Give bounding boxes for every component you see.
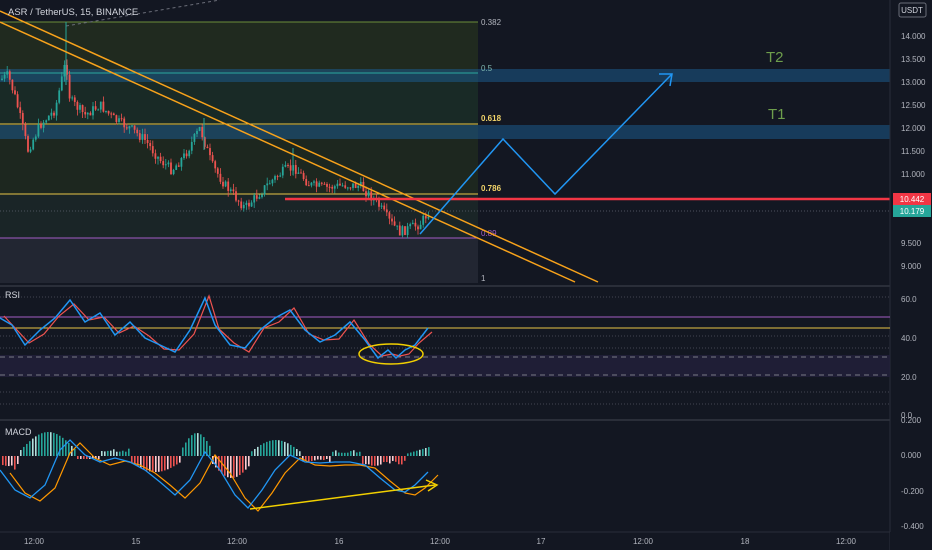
time-label-4: 12:00 [430,537,451,546]
projection-path [419,73,673,235]
fib-trend-line [65,0,221,27]
rsi-tick-20: 20.0 [901,373,917,382]
time-label-1: 15 [132,537,141,546]
macd-tick-02: 0.200 [901,416,922,425]
time-label-2: 12:00 [227,537,248,546]
fib-label-089: 0.89 [481,229,497,238]
macd-line [0,439,429,509]
macd-title: MACD [5,427,32,437]
resistance-price-label: 10.442 [900,195,925,204]
fibonacci-lines [0,21,478,239]
rsi-signal-line [3,294,433,357]
rsi-tick-0: 0.0 [901,411,913,420]
current-price-badge [893,205,931,217]
rsi-tick-60: 60.0 [901,295,917,304]
price-tick-label: 9.500 [901,239,922,248]
price-tick-label: 12.500 [901,101,926,110]
rsi-double-bottom-ellipse [358,343,424,365]
candlesticks [1,22,430,239]
time-label-8: 12:00 [836,537,857,546]
time-label-0: 12:00 [24,537,45,546]
time-label-3: 16 [335,537,344,546]
rsi-line [0,296,429,360]
time-label-6: 12:00 [633,537,654,546]
divergence-arrow-line [249,484,436,510]
price-tick-label: 12.000 [901,124,926,133]
projection-arrowhead [659,73,673,87]
rsi-pane: RSI 60.0 40.0 20.0 0.0 [0,290,917,420]
price-tick-label: 11.000 [901,170,925,179]
fibonacci-labels: 0.382 0.5 0.618 0.786 0.89 1 [481,18,502,283]
fib-label-0382: 0.382 [481,18,502,27]
price-tick-label: 13.000 [901,78,926,87]
price-tick-label: 13.500 [901,55,926,64]
price-tick-label: 14.000 [901,32,926,41]
fib-label-0786: 0.786 [481,184,502,193]
currency-label: USDT [901,6,923,15]
macd-tick-neg04: -0.400 [901,522,924,531]
macd-signal-line [9,442,439,512]
target-t2-label: T2 [766,49,784,66]
time-axis[interactable]: 12:00 15 12:00 16 12:00 17 12:00 18 12:0… [0,531,890,546]
time-label-5: 17 [537,537,546,546]
macd-tick-0: 0.000 [901,451,922,460]
fib-label-1: 1 [481,274,486,283]
fib-label-05: 0.5 [481,64,493,73]
target-t1-label: T1 [768,106,786,123]
axis-corner[interactable] [890,532,932,550]
currency-badge[interactable] [898,2,927,18]
fibonacci-zones [0,22,478,283]
price-axis[interactable]: USDT 14.000 13.500 13.000 12.500 12.000 11.50… [889,0,931,550]
descending-channel [0,10,599,283]
symbol-title[interactable]: ASR / TetherUS, 15, BINANCE [8,7,138,18]
rsi-title: RSI [5,290,20,300]
resistance-price-badge [893,193,931,205]
divergence-arrowhead [425,479,439,492]
current-price-label: 10.179 [900,207,925,216]
macd-tick-neg02: -0.200 [901,487,924,496]
macd-histogram [2,432,430,478]
price-tick-label: 11.500 [901,147,925,156]
time-label-7: 18 [741,537,750,546]
macd-pane: MACD 0.200 0.000 -0.200 -0.400 [0,416,924,531]
rsi-tick-40: 40.0 [901,334,917,343]
fib-label-0618: 0.618 [481,114,502,123]
price-tick-label: 9.000 [901,262,922,271]
